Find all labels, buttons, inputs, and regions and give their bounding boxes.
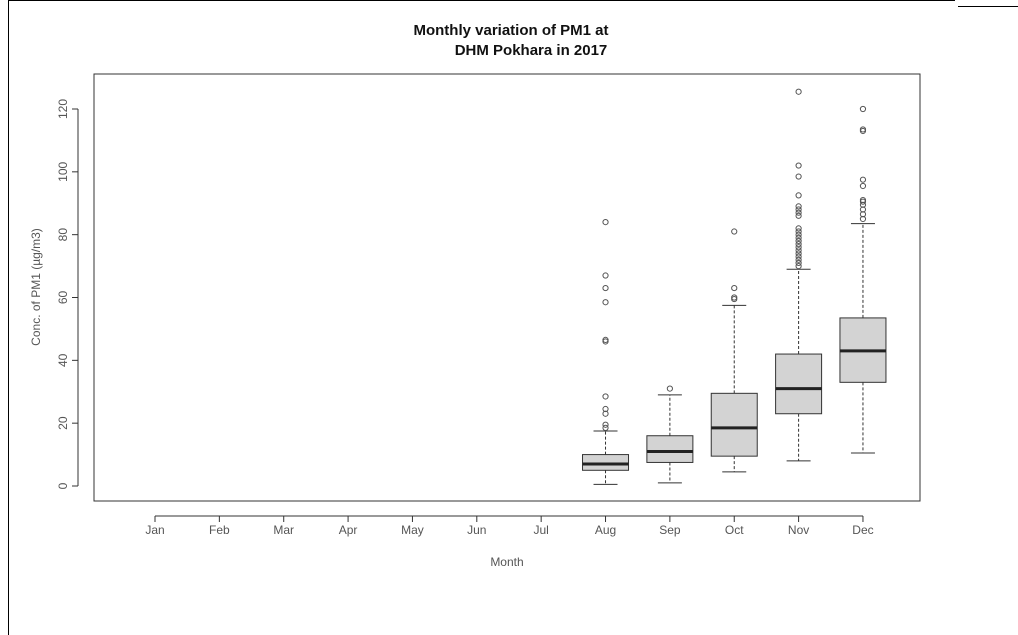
- x-tick-label: May: [401, 523, 424, 537]
- x-tick-label: Jun: [467, 523, 486, 537]
- x-tick-label: Aug: [595, 523, 616, 537]
- chart-title-line-1: Monthly variation of PM1 at: [413, 22, 608, 39]
- outlier-point: [795, 192, 802, 199]
- y-tick-label: 80: [56, 228, 70, 242]
- y-tick-label: 20: [56, 416, 70, 430]
- y-tick-label: 120: [56, 99, 70, 119]
- outlier-point: [795, 228, 802, 235]
- outlier-point: [795, 256, 802, 263]
- x-tick-label: Dec: [852, 523, 873, 537]
- outlier-point: [666, 385, 673, 392]
- x-tick-label: Mar: [273, 523, 294, 537]
- outlier-point: [859, 197, 867, 204]
- y-tick-label: 40: [56, 353, 70, 367]
- outlier-point: [859, 105, 867, 113]
- x-tick-label: Nov: [788, 523, 809, 537]
- y-axis: 0 20 40 60 80 100 120: [56, 99, 79, 489]
- outlier-point: [795, 225, 802, 232]
- outlier-point: [795, 250, 802, 257]
- outlier-point: [795, 247, 802, 254]
- frame-top-right-border: [958, 6, 1018, 7]
- outlier-point: [795, 203, 802, 210]
- box-iqr: [582, 454, 630, 471]
- outlier-point: [795, 259, 802, 267]
- outlier-point: [795, 209, 802, 216]
- outlier-point: [602, 284, 609, 292]
- frame-top-border: [8, 0, 955, 1]
- box-dec: [839, 105, 887, 454]
- box-iqr: [775, 353, 823, 415]
- frame-left-border: [8, 0, 9, 635]
- outlier-point: [602, 405, 609, 413]
- x-tick-label: Oct: [725, 523, 744, 537]
- box-sep: [646, 385, 694, 484]
- y-tick-label: 60: [56, 291, 70, 305]
- outlier-point: [795, 240, 802, 248]
- outlier-point: [731, 228, 738, 235]
- outlier-point: [795, 88, 802, 95]
- y-axis-label: Conc. of PM1 (µg/m3): [29, 228, 43, 346]
- outlier-point: [602, 424, 609, 431]
- outlier-point: [602, 218, 609, 226]
- outlier-point: [859, 182, 867, 190]
- x-tick-label: Feb: [209, 523, 230, 537]
- outlier-point: [731, 284, 738, 292]
- outlier-point: [859, 176, 867, 183]
- x-tick-label: Jan: [145, 523, 164, 537]
- outlier-point: [795, 162, 802, 169]
- outlier-point: [795, 237, 802, 245]
- y-tick-label: 0: [56, 482, 70, 489]
- outlier-point: [795, 173, 802, 180]
- outlier-point: [795, 212, 802, 219]
- outlier-point: [795, 262, 802, 270]
- x-tick-label: Jul: [533, 523, 548, 537]
- x-axis-label: Month: [490, 555, 523, 569]
- x-tick-label: Apr: [339, 523, 358, 537]
- outlier-point: [602, 299, 609, 306]
- boxes-layer: [582, 88, 887, 485]
- outlier-point: [602, 421, 609, 428]
- outlier-point: [795, 234, 802, 241]
- box-aug: [582, 218, 630, 485]
- box-iqr: [710, 392, 758, 457]
- plot-area-border: [93, 73, 921, 502]
- chart-title-line-2: DHM Pokhara in 2017: [455, 42, 608, 59]
- outlier-point: [859, 126, 867, 133]
- outlier-point: [731, 294, 738, 301]
- outlier-point: [795, 244, 802, 251]
- outlier-point: [795, 206, 802, 213]
- outlier-point: [602, 393, 609, 400]
- outlier-point: [602, 272, 609, 279]
- outlier-point: [602, 336, 609, 344]
- box-iqr: [646, 435, 694, 463]
- outlier-point: [795, 231, 802, 238]
- x-axis: Jan Feb Mar Apr May Jun Jul Aug Sep Oct Nov Dec: [145, 515, 874, 537]
- box-oct: [710, 228, 758, 473]
- outlier-point: [795, 253, 802, 260]
- y-tick-label: 100: [56, 162, 70, 182]
- box-nov: [775, 88, 823, 462]
- x-tick-label: Sep: [659, 523, 681, 537]
